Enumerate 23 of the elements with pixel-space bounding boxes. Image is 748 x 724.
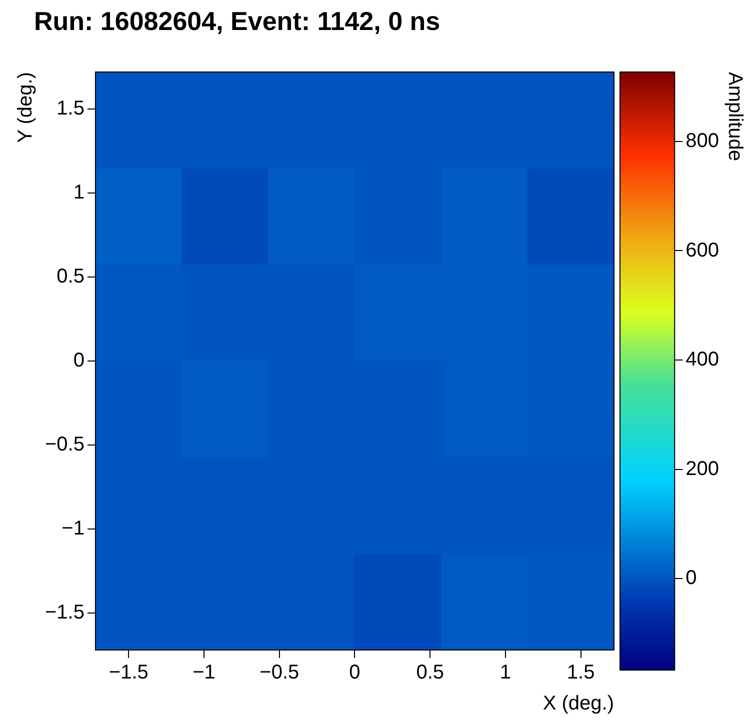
x-axis-title: X (deg.) (542, 692, 614, 715)
y-tick-label: 0 (73, 350, 84, 372)
chart-title: Run: 16082604, Event: 1142, 0 ns (34, 6, 440, 37)
color-bar-label: 600 (686, 239, 720, 262)
color-bar-label: 800 (686, 130, 720, 152)
color-bar-title: Amplitude (723, 72, 746, 161)
x-tick-label: 0.5 (416, 662, 444, 684)
y-tick-label: −1.5 (45, 602, 84, 624)
y-tick-label: 1 (73, 181, 84, 204)
x-tick-label: 1 (500, 662, 512, 684)
x-tick-label: 1.5 (566, 662, 595, 684)
y-tick-label: 1.5 (56, 97, 84, 120)
y-tick-label: −1 (62, 518, 84, 540)
y-axis-title: Y (deg.) (14, 72, 37, 143)
x-tick-label: −1 (192, 662, 216, 684)
y-tick-label: 0.5 (56, 266, 84, 288)
x-tick-label: −0.5 (260, 662, 300, 684)
color-bar-label: 400 (686, 348, 720, 371)
x-tick-label: −1.5 (108, 662, 148, 684)
color-bar-label: 200 (686, 458, 720, 480)
x-tick-label: 0 (349, 662, 360, 684)
y-tick-label: −0.5 (45, 434, 84, 456)
color-bar-label: 0 (686, 567, 697, 590)
